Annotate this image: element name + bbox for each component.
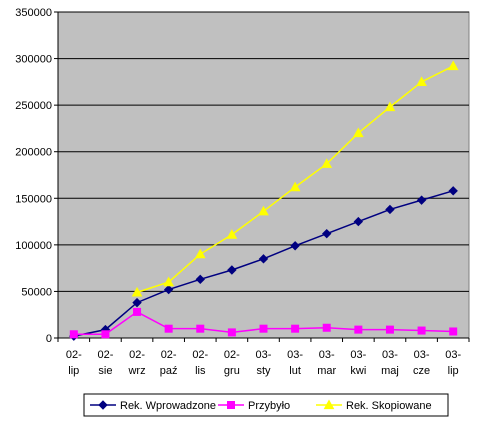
legend-swatch-marker — [98, 400, 108, 410]
data-point — [258, 205, 269, 216]
data-point — [384, 101, 396, 112]
x-tick-label: 02-lip — [66, 349, 82, 377]
data-point — [290, 241, 300, 251]
data-point — [291, 324, 300, 333]
data-point — [385, 325, 394, 334]
legend-label: Rek. Wprowadzone — [120, 400, 216, 412]
y-tick-label: 50000 — [21, 286, 52, 298]
x-tick-label: 03-cze — [413, 349, 430, 377]
y-tick-label: 150000 — [15, 193, 52, 205]
x-tick-label: 03-lut — [287, 349, 303, 377]
legend: Rek. Wprowadzone Przybyło Rek. Skopiowane — [83, 393, 449, 417]
series-0 — [69, 186, 458, 341]
legend-box — [83, 393, 449, 417]
data-point — [352, 127, 364, 138]
y-tick-label: 0 — [46, 333, 52, 345]
data-point — [131, 286, 143, 297]
series-1 — [69, 307, 458, 339]
data-point — [354, 325, 363, 334]
data-point — [164, 324, 173, 333]
data-point — [101, 330, 110, 339]
data-point — [448, 186, 458, 196]
data-point — [449, 327, 458, 336]
plot-area — [57, 11, 470, 339]
legend-label: Rek. Skopiowane — [346, 400, 432, 412]
y-tick-label: 200000 — [15, 147, 52, 159]
x-tick-label: 02-lis — [192, 349, 208, 377]
y-tick-label: 300000 — [15, 54, 52, 66]
data-point — [416, 76, 427, 86]
x-tick-label: 03-kwi — [350, 349, 366, 377]
data-point — [132, 297, 142, 308]
x-tick-label: 03-maj — [381, 349, 399, 377]
data-point — [227, 265, 237, 275]
data-point — [259, 324, 268, 333]
data-point — [163, 284, 174, 295]
x-tick-label: 02-sie — [97, 349, 113, 377]
x-tick-label: 02-paź — [160, 349, 178, 377]
legend-label: Przybyło — [248, 400, 290, 412]
data-point — [322, 323, 331, 332]
x-tick-label: 03-sty — [256, 349, 272, 377]
y-tick-label: 100000 — [15, 240, 52, 252]
legend-swatch-marker — [323, 399, 335, 410]
series-layer — [69, 60, 459, 341]
x-tick-label: 03-lip — [445, 349, 461, 377]
legend-swatch-marker — [227, 401, 235, 409]
data-point — [417, 326, 426, 335]
data-point — [69, 330, 78, 339]
data-point — [227, 328, 236, 337]
data-point — [416, 195, 427, 205]
y-tick-label: 250000 — [15, 100, 52, 112]
data-point — [196, 324, 205, 333]
y-tick-label: 350000 — [15, 7, 52, 19]
data-point — [385, 204, 395, 215]
x-tick-label: 02-gru — [224, 349, 240, 377]
gridlines — [58, 11, 469, 292]
data-point — [321, 158, 333, 168]
data-point — [289, 181, 301, 192]
series-2 — [131, 60, 459, 297]
data-point — [322, 228, 332, 239]
x-tick-label: 03-mar — [317, 349, 336, 377]
data-point — [195, 274, 205, 285]
data-point — [447, 60, 459, 71]
data-point — [258, 254, 269, 264]
data-point — [163, 276, 175, 287]
data-point — [194, 248, 206, 259]
x-tick-label: 02-wrz — [127, 349, 145, 377]
axes: 0 50000 100000 150000 200000 250000 300000 3500… — [15, 7, 470, 377]
data-point — [133, 307, 142, 316]
data-point — [353, 216, 364, 227]
data-point — [226, 229, 238, 239]
